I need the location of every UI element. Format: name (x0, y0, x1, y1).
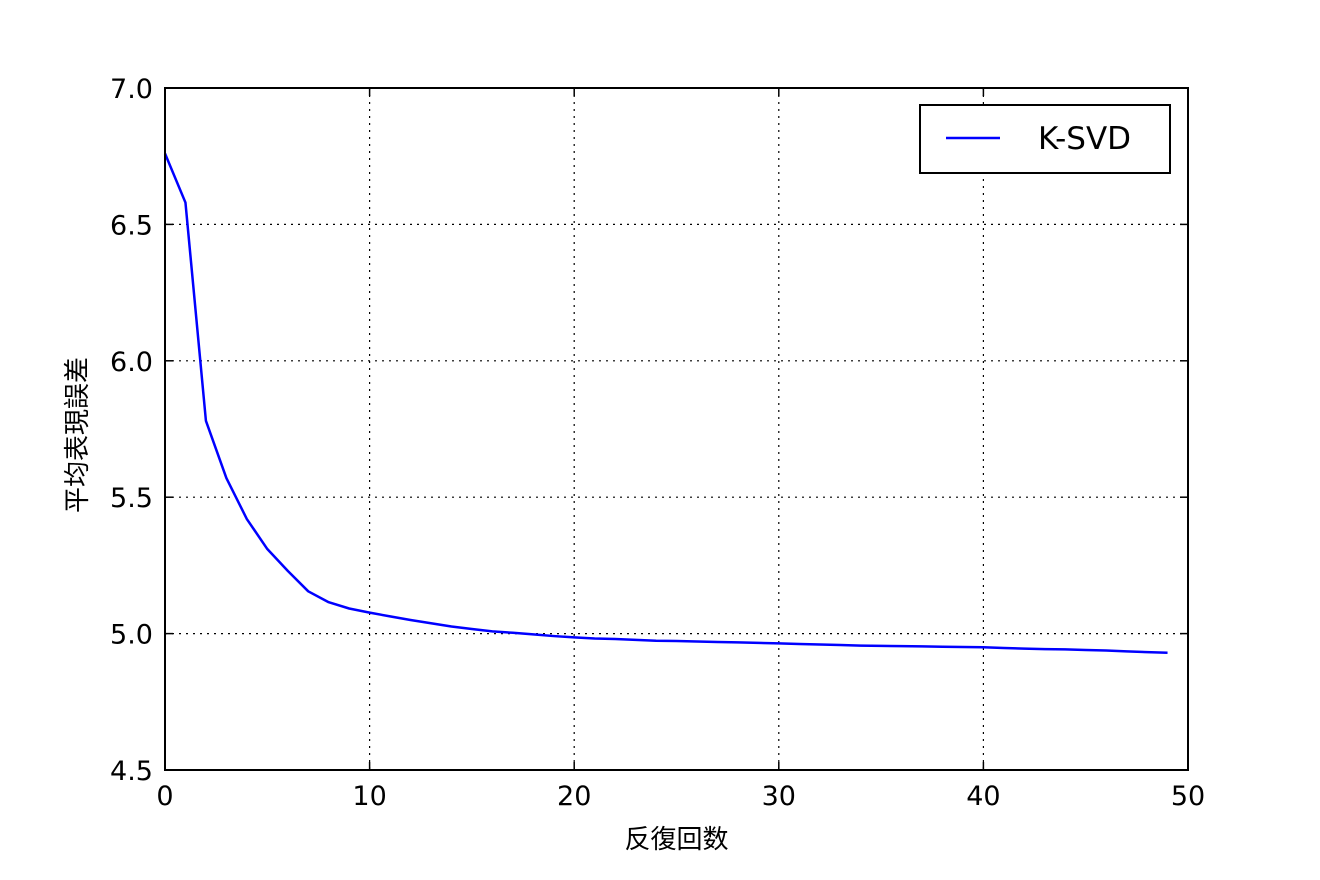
x-axis-label: 反復回数 (624, 825, 728, 855)
y-tick-labels: 4.5 5.0 5.5 6.0 6.5 7.0 (110, 74, 153, 787)
y-tick-label: 5.0 (110, 620, 153, 651)
series-layer (163, 152, 1168, 654)
x-tick-label: 20 (557, 781, 591, 812)
x-tick-label: 40 (966, 781, 1000, 812)
y-tick-label: 7.0 (110, 74, 153, 105)
series-line-k-svd (163, 152, 1168, 654)
y-axis-label: 平均表現誤差 (63, 357, 93, 513)
y-tick-label: 6.0 (110, 347, 153, 378)
x-tick-labels: 0 10 20 30 40 50 (156, 781, 1205, 812)
y-tick-label: 6.5 (110, 210, 153, 241)
x-tick-label: 30 (762, 781, 796, 812)
plot-frame (164, 87, 1189, 771)
y-tick-label: 5.5 (110, 483, 153, 514)
legend: K-SVD (919, 104, 1171, 174)
legend-label-k-svd: K-SVD (1038, 121, 1131, 157)
grid (165, 88, 1188, 770)
x-tick-label: 10 (352, 781, 386, 812)
x-tick-label: 0 (156, 781, 173, 812)
y-tick-label: 4.5 (110, 756, 153, 787)
x-tick-label: 50 (1171, 781, 1205, 812)
axis-ticks (164, 87, 1189, 771)
